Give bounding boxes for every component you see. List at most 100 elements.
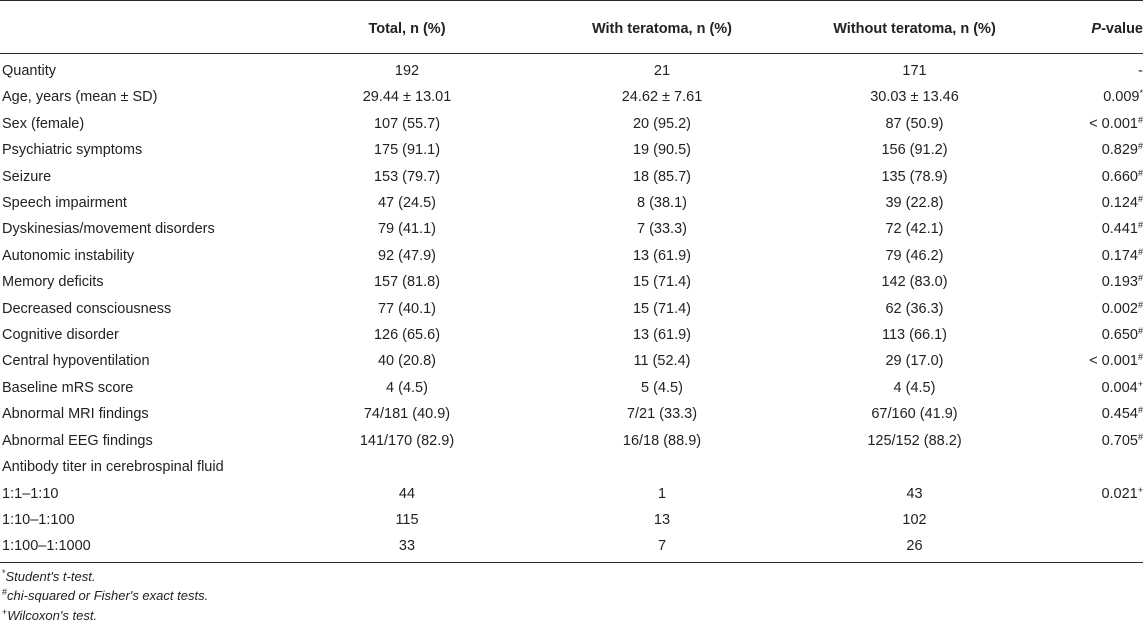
- row-p-value-cell: 0.193#: [1017, 269, 1143, 295]
- row-p-value-cell: 0.441#: [1017, 216, 1143, 242]
- p-value-text: < 0.001: [1089, 353, 1138, 370]
- row-with-teratoma-cell: 20 (95.2): [632, 115, 692, 132]
- row-p-value-cell: 0.009*: [1017, 84, 1143, 110]
- row-total-cell: 47 (24.5): [377, 195, 437, 212]
- row-total-cell: 29.44 ± 13.01: [362, 89, 452, 106]
- row-total-cell: 126 (65.6): [373, 327, 441, 344]
- row-total-cell: 79 (41.1): [377, 221, 437, 238]
- header-total-column: Total, n (%): [302, 0, 512, 54]
- row-label-cell: Autonomic instability: [2, 247, 135, 264]
- p-value-text: 0.441: [1101, 221, 1138, 238]
- row-total-cell: 40 (20.8): [377, 353, 437, 370]
- row-p-value-cell: 0.021+: [1017, 481, 1143, 507]
- p-value-text: 0.021: [1101, 485, 1138, 502]
- row-total-cell: 107 (55.7): [373, 115, 441, 132]
- p-value-text: 0.454: [1101, 406, 1138, 423]
- footnote-text: Wilcoxon's test.: [7, 607, 98, 623]
- row-with-teratoma-cell: 7/21 (33.3): [626, 406, 698, 423]
- table-row: Autonomic instability 92 (47.9) 13 (61.9) 7…: [0, 243, 1143, 269]
- table-row: Decreased consciousness 77 (40.1) 15 (71.4…: [0, 296, 1143, 322]
- row-label-cell: Psychiatric symptoms: [2, 142, 143, 159]
- row-p-value-cell: [1017, 454, 1143, 480]
- row-label-cell: Speech impairment: [2, 195, 127, 212]
- row-label-cell: Age, years (mean ± SD): [2, 89, 158, 106]
- test-marker: #: [1137, 194, 1143, 205]
- row-total-cell: 44: [398, 485, 416, 502]
- table-row: Speech impairment 47 (24.5) 8 (38.1) 39 (22…: [0, 190, 1143, 216]
- row-label-cell: Decreased consciousness: [2, 300, 172, 317]
- test-marker: #: [1137, 167, 1143, 178]
- test-marker: #: [1137, 431, 1143, 442]
- header-p-suffix: -value: [1101, 21, 1143, 37]
- row-with-teratoma-cell: 24.62 ± 7.61: [621, 89, 703, 106]
- row-with-teratoma-cell: 1: [657, 485, 667, 502]
- row-with-teratoma-cell: 13: [653, 511, 671, 528]
- p-value-text: 0.705: [1101, 432, 1138, 449]
- row-with-teratoma-cell: 21: [653, 63, 671, 79]
- row-p-value-cell: 0.002#: [1017, 296, 1143, 322]
- p-value-text: < 0.001: [1089, 115, 1138, 132]
- row-label-cell: Seizure: [2, 168, 52, 185]
- row-label-cell: 1:100–1:1000: [0, 533, 302, 563]
- table-footnotes: *Student's t-test. #chi-squared or Fisher…: [0, 567, 1143, 626]
- row-total-cell: 4 (4.5): [386, 379, 428, 396]
- p-value-text: 0.650: [1101, 327, 1138, 344]
- row-total-cell: 92 (47.9): [377, 247, 437, 264]
- row-label-cell: Abnormal MRI findings: [2, 406, 149, 423]
- row-total-cell: 141/170 (82.9): [359, 432, 455, 449]
- test-marker: +: [1137, 484, 1143, 495]
- row-label-cell: Baseline mRS score: [2, 379, 134, 396]
- p-value-text: 0.004: [1101, 379, 1138, 396]
- footnote-marker: #: [2, 587, 8, 598]
- row-without-teratoma-cell: 125/152 (88.2): [867, 432, 962, 449]
- row-p-value-cell: 0.829#: [1017, 137, 1143, 163]
- footnote-marker: +: [2, 606, 8, 617]
- footnote-line: *Student's t-test.: [2, 567, 1143, 587]
- table-row: Dyskinesias/movement disorders 79 (41.1) 7…: [0, 216, 1143, 242]
- row-without-teratoma-cell: 39 (22.8): [885, 195, 944, 212]
- test-marker: +: [1137, 378, 1143, 389]
- row-without-teratoma-cell: 171: [902, 63, 927, 79]
- row-without-teratoma-cell: 79 (46.2): [885, 247, 944, 264]
- row-without-teratoma-cell: 102: [902, 511, 927, 528]
- test-marker: #: [1137, 326, 1143, 337]
- row-label-cell: Dyskinesias/movement disorders: [2, 221, 215, 238]
- row-with-teratoma-cell: 19 (90.5): [632, 142, 692, 159]
- footnote-marker: *: [2, 567, 6, 578]
- row-with-teratoma-cell: 15 (71.4): [632, 274, 692, 291]
- p-value-text: 0.829: [1101, 142, 1138, 159]
- row-p-value-cell: 0.174#: [1017, 243, 1143, 269]
- row-p-value-cell: 0.650#: [1017, 322, 1143, 348]
- row-p-value-cell: 0.124#: [1017, 190, 1143, 216]
- row-p-value-cell: [1017, 533, 1143, 563]
- row-with-teratoma-cell: 18 (85.7): [632, 168, 692, 185]
- row-with-teratoma-cell: 11 (52.4): [633, 353, 691, 370]
- test-marker: #: [1137, 114, 1143, 125]
- row-with-teratoma-cell: 7: [512, 533, 812, 563]
- row-without-teratoma-cell: 67/160 (41.9): [871, 406, 958, 423]
- header-label-column: [0, 0, 302, 54]
- row-p-value-cell: 0.454#: [1017, 401, 1143, 427]
- test-marker: #: [1137, 405, 1143, 416]
- row-with-teratoma-cell: 15 (71.4): [632, 300, 692, 317]
- row-with-teratoma-cell: 16/18 (88.9): [622, 432, 702, 449]
- row-with-teratoma-cell: 13 (61.9): [632, 247, 692, 264]
- row-total-cell: 77 (40.1): [377, 300, 437, 317]
- test-marker: #: [1137, 299, 1143, 310]
- p-value-text: 0.009: [1103, 89, 1140, 106]
- row-total-cell: 157 (81.8): [373, 274, 441, 291]
- row-total-cell: [302, 454, 512, 480]
- row-without-teratoma-cell: 142 (83.0): [881, 274, 948, 291]
- table-row: 1:10–1:100 115 13 102: [0, 507, 1143, 533]
- row-p-value-cell: 0.705#: [1017, 428, 1143, 454]
- row-label-cell: Memory deficits: [2, 274, 104, 291]
- row-without-teratoma-cell: 135 (78.9): [881, 168, 948, 185]
- footnote-line: +Wilcoxon's test.: [2, 606, 1143, 626]
- header-p-value-column: P-value: [1017, 0, 1143, 54]
- table-row: Abnormal MRI findings 74/181 (40.9) 7/21 (…: [0, 401, 1143, 427]
- row-without-teratoma-cell: 113 (66.1): [881, 327, 948, 344]
- table-row: Antibody titer in cerebrospinal fluid: [0, 454, 1143, 480]
- test-marker: #: [1137, 352, 1143, 363]
- row-without-teratoma-cell: [812, 454, 1017, 480]
